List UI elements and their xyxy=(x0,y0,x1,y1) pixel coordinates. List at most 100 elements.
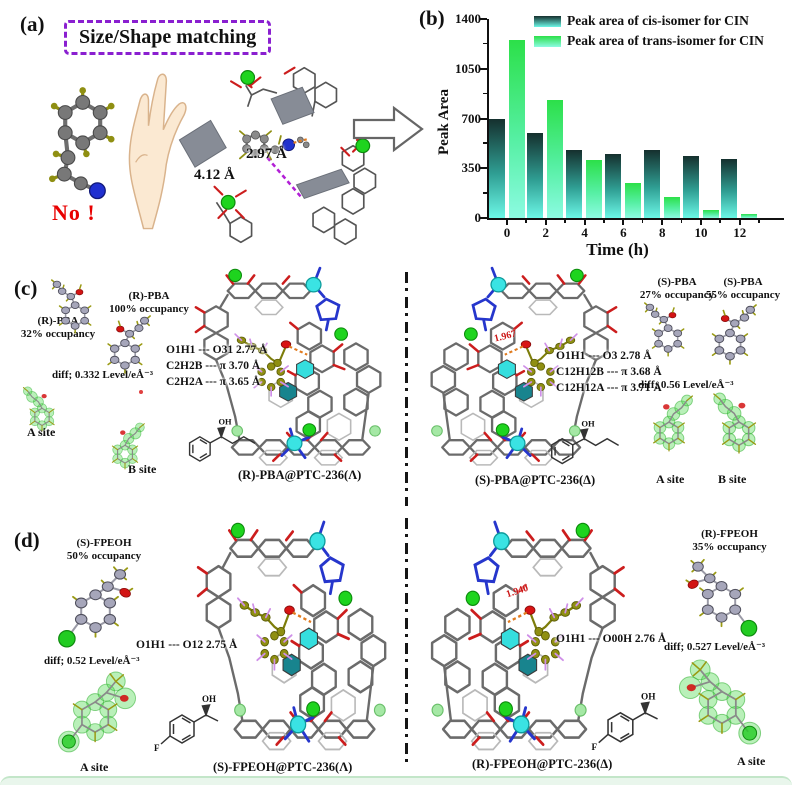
structure-caption: (R)-PBA@PTC-236(Λ) xyxy=(238,468,362,482)
distance-line: O1H1 --- O3 2.78 Å xyxy=(556,350,652,362)
structure-caption: (S)-PBA@PTC-236(Δ) xyxy=(475,473,596,487)
hand-illustration xyxy=(128,73,187,230)
ortep-molecule xyxy=(643,302,685,357)
x-tick-mark xyxy=(544,219,547,225)
x-tick-label: 8 xyxy=(658,225,666,240)
molecule-name: (R)-FPEOH xyxy=(701,528,758,540)
x-tick-label: 2 xyxy=(542,225,550,240)
diff-level-label: diff; 0.56 Level/eÅ⁻³ xyxy=(638,379,734,391)
distance-line: C2H2A --- π 3.65 Å xyxy=(166,376,261,388)
molecule-occupancy: 32% occupancy xyxy=(20,328,96,340)
y-tick-mark xyxy=(480,18,487,20)
x-tick-label: 4 xyxy=(581,225,588,240)
block-arrow-icon xyxy=(352,105,424,153)
ortep-molecule xyxy=(685,558,758,638)
panel-b-label: (b) xyxy=(419,6,445,30)
trans-isomer-bar xyxy=(586,160,603,218)
fluorine-label: F xyxy=(592,743,598,752)
cis-isomer-bar xyxy=(643,149,660,218)
x-minor-tick xyxy=(603,219,605,223)
guest-2d-sketch: OH xyxy=(551,418,620,465)
panel-divider xyxy=(405,518,408,766)
distance-line: C2H2B --- π 3.70 Å xyxy=(166,360,261,372)
page-footer-strip xyxy=(0,776,792,785)
rejection-label: No ! xyxy=(52,200,96,225)
cis-isomer-bar xyxy=(566,150,583,218)
diff-level-label: diff; 0.332 Level/eÅ⁻³ xyxy=(52,369,154,381)
x-axis-title: Time (h) xyxy=(586,240,649,259)
site-label: A site xyxy=(737,754,766,768)
hydroxyl-label: OH xyxy=(581,418,595,428)
y-tick-mark xyxy=(480,117,487,120)
site-label: B site xyxy=(128,462,157,476)
molecule-occupancy: 55% occupancy xyxy=(705,289,781,301)
y-minor-tick xyxy=(483,42,487,45)
interaction-distances: O1H1 --- O3 2.78 Å C12H12B --- π 3.68 Å … xyxy=(556,348,662,396)
y-tick-mark xyxy=(480,217,487,219)
interaction-distances: O1H1 --- O31 2.77 Å C2H2B --- π 3.70 Å C… xyxy=(166,342,267,390)
distance-line: C12H12A --- π 3.71 Å xyxy=(556,382,662,394)
cis-isomer-bar xyxy=(682,156,699,218)
structure-caption: (S)-FPEOH@PTC-236(Λ) xyxy=(213,760,353,774)
diff-level-label: diff; 0.527 Level/eÅ⁻³ xyxy=(664,641,766,653)
molecule-occupancy: 50% occupancy xyxy=(66,550,142,562)
ortep-molecule xyxy=(57,566,134,648)
interaction-distances: O1H1 --- O12 2.75 Å xyxy=(136,637,237,653)
hydroxyl-label: OH xyxy=(219,418,233,427)
legend-label: Peak area of cis-isomer for CIN xyxy=(567,13,749,28)
distance-line: O1H1 --- O00H 2.76 Å xyxy=(556,633,667,645)
electron-density-molecule xyxy=(678,659,762,745)
panel-c-label: (c) xyxy=(14,276,38,300)
guest-2d-sketch: OH F xyxy=(154,694,219,753)
molecule-name: (S)-FPEOH xyxy=(76,537,132,549)
molecule-name: (R)-PBA xyxy=(128,290,170,302)
distance-line: C12H12B --- π 3.68 Å xyxy=(556,366,662,378)
y-tick-label: 1400 xyxy=(455,11,481,26)
legend-label: Peak area of trans-isomer for CIN xyxy=(567,33,764,48)
cis-isomer-bar xyxy=(488,118,505,218)
occupancy-label: (S)-PBA 27% occupancy xyxy=(633,276,721,302)
y-tick-label: 350 xyxy=(461,160,482,176)
guest-2d-sketch: OH F xyxy=(592,692,659,752)
legend-entry: Peak area of trans-isomer for CIN xyxy=(534,33,764,49)
legend-swatch xyxy=(534,15,561,27)
x-minor-tick xyxy=(680,219,683,223)
site-label: A site xyxy=(80,760,109,774)
x-tick-label: 6 xyxy=(620,225,627,240)
y-minor-tick xyxy=(483,92,487,95)
x-tick-mark xyxy=(700,219,702,225)
guest-2d-sketch: OH xyxy=(188,418,256,462)
x-tick-mark xyxy=(738,219,741,225)
distance-line: O1H1 --- O12 2.75 Å xyxy=(136,639,238,651)
x-tick-mark xyxy=(506,219,508,225)
structure-caption: (R)-FPEOH@PTC-236(Δ) xyxy=(472,757,613,771)
molecule-occupancy: 35% occupancy xyxy=(692,541,767,553)
size-shape-matching-box: Size/Shape matching xyxy=(64,20,272,55)
electron-density-molecule xyxy=(57,671,137,753)
y-tick-mark xyxy=(480,167,487,170)
hydroxyl-label: OH xyxy=(202,694,216,704)
y-tick-label: 1050 xyxy=(455,60,481,76)
cin-molecule-illustration xyxy=(49,87,115,200)
occupancy-label: (R)-FPEOH 35% occupancy xyxy=(672,528,787,554)
trans-isomer-bar xyxy=(547,100,564,218)
panel-a-label: (a) xyxy=(20,12,45,36)
panel-divider xyxy=(405,272,408,506)
cis-isomer-bar xyxy=(721,159,738,218)
x-minor-tick xyxy=(719,219,721,223)
trans-isomer-bar xyxy=(741,214,758,218)
y-minor-tick xyxy=(483,192,487,194)
hydroxyl-label: OH xyxy=(641,692,656,702)
y-tick-mark xyxy=(480,67,487,70)
trans-isomer-bar xyxy=(663,197,680,218)
residual-density-dot xyxy=(139,390,143,394)
x-minor-tick xyxy=(564,219,566,223)
y-tick-label: 700 xyxy=(461,110,482,126)
occupancy-label: (S)-PBA 55% occupancy xyxy=(698,276,788,302)
chart-legend: Peak area of cis-isomer for CIN Peak area… xyxy=(534,13,764,53)
molecule-occupancy: 100% occupancy xyxy=(109,303,189,315)
trans-isomer-bar xyxy=(702,210,719,218)
panel-d-label: (d) xyxy=(14,528,40,552)
ortep-molecule xyxy=(50,279,92,334)
